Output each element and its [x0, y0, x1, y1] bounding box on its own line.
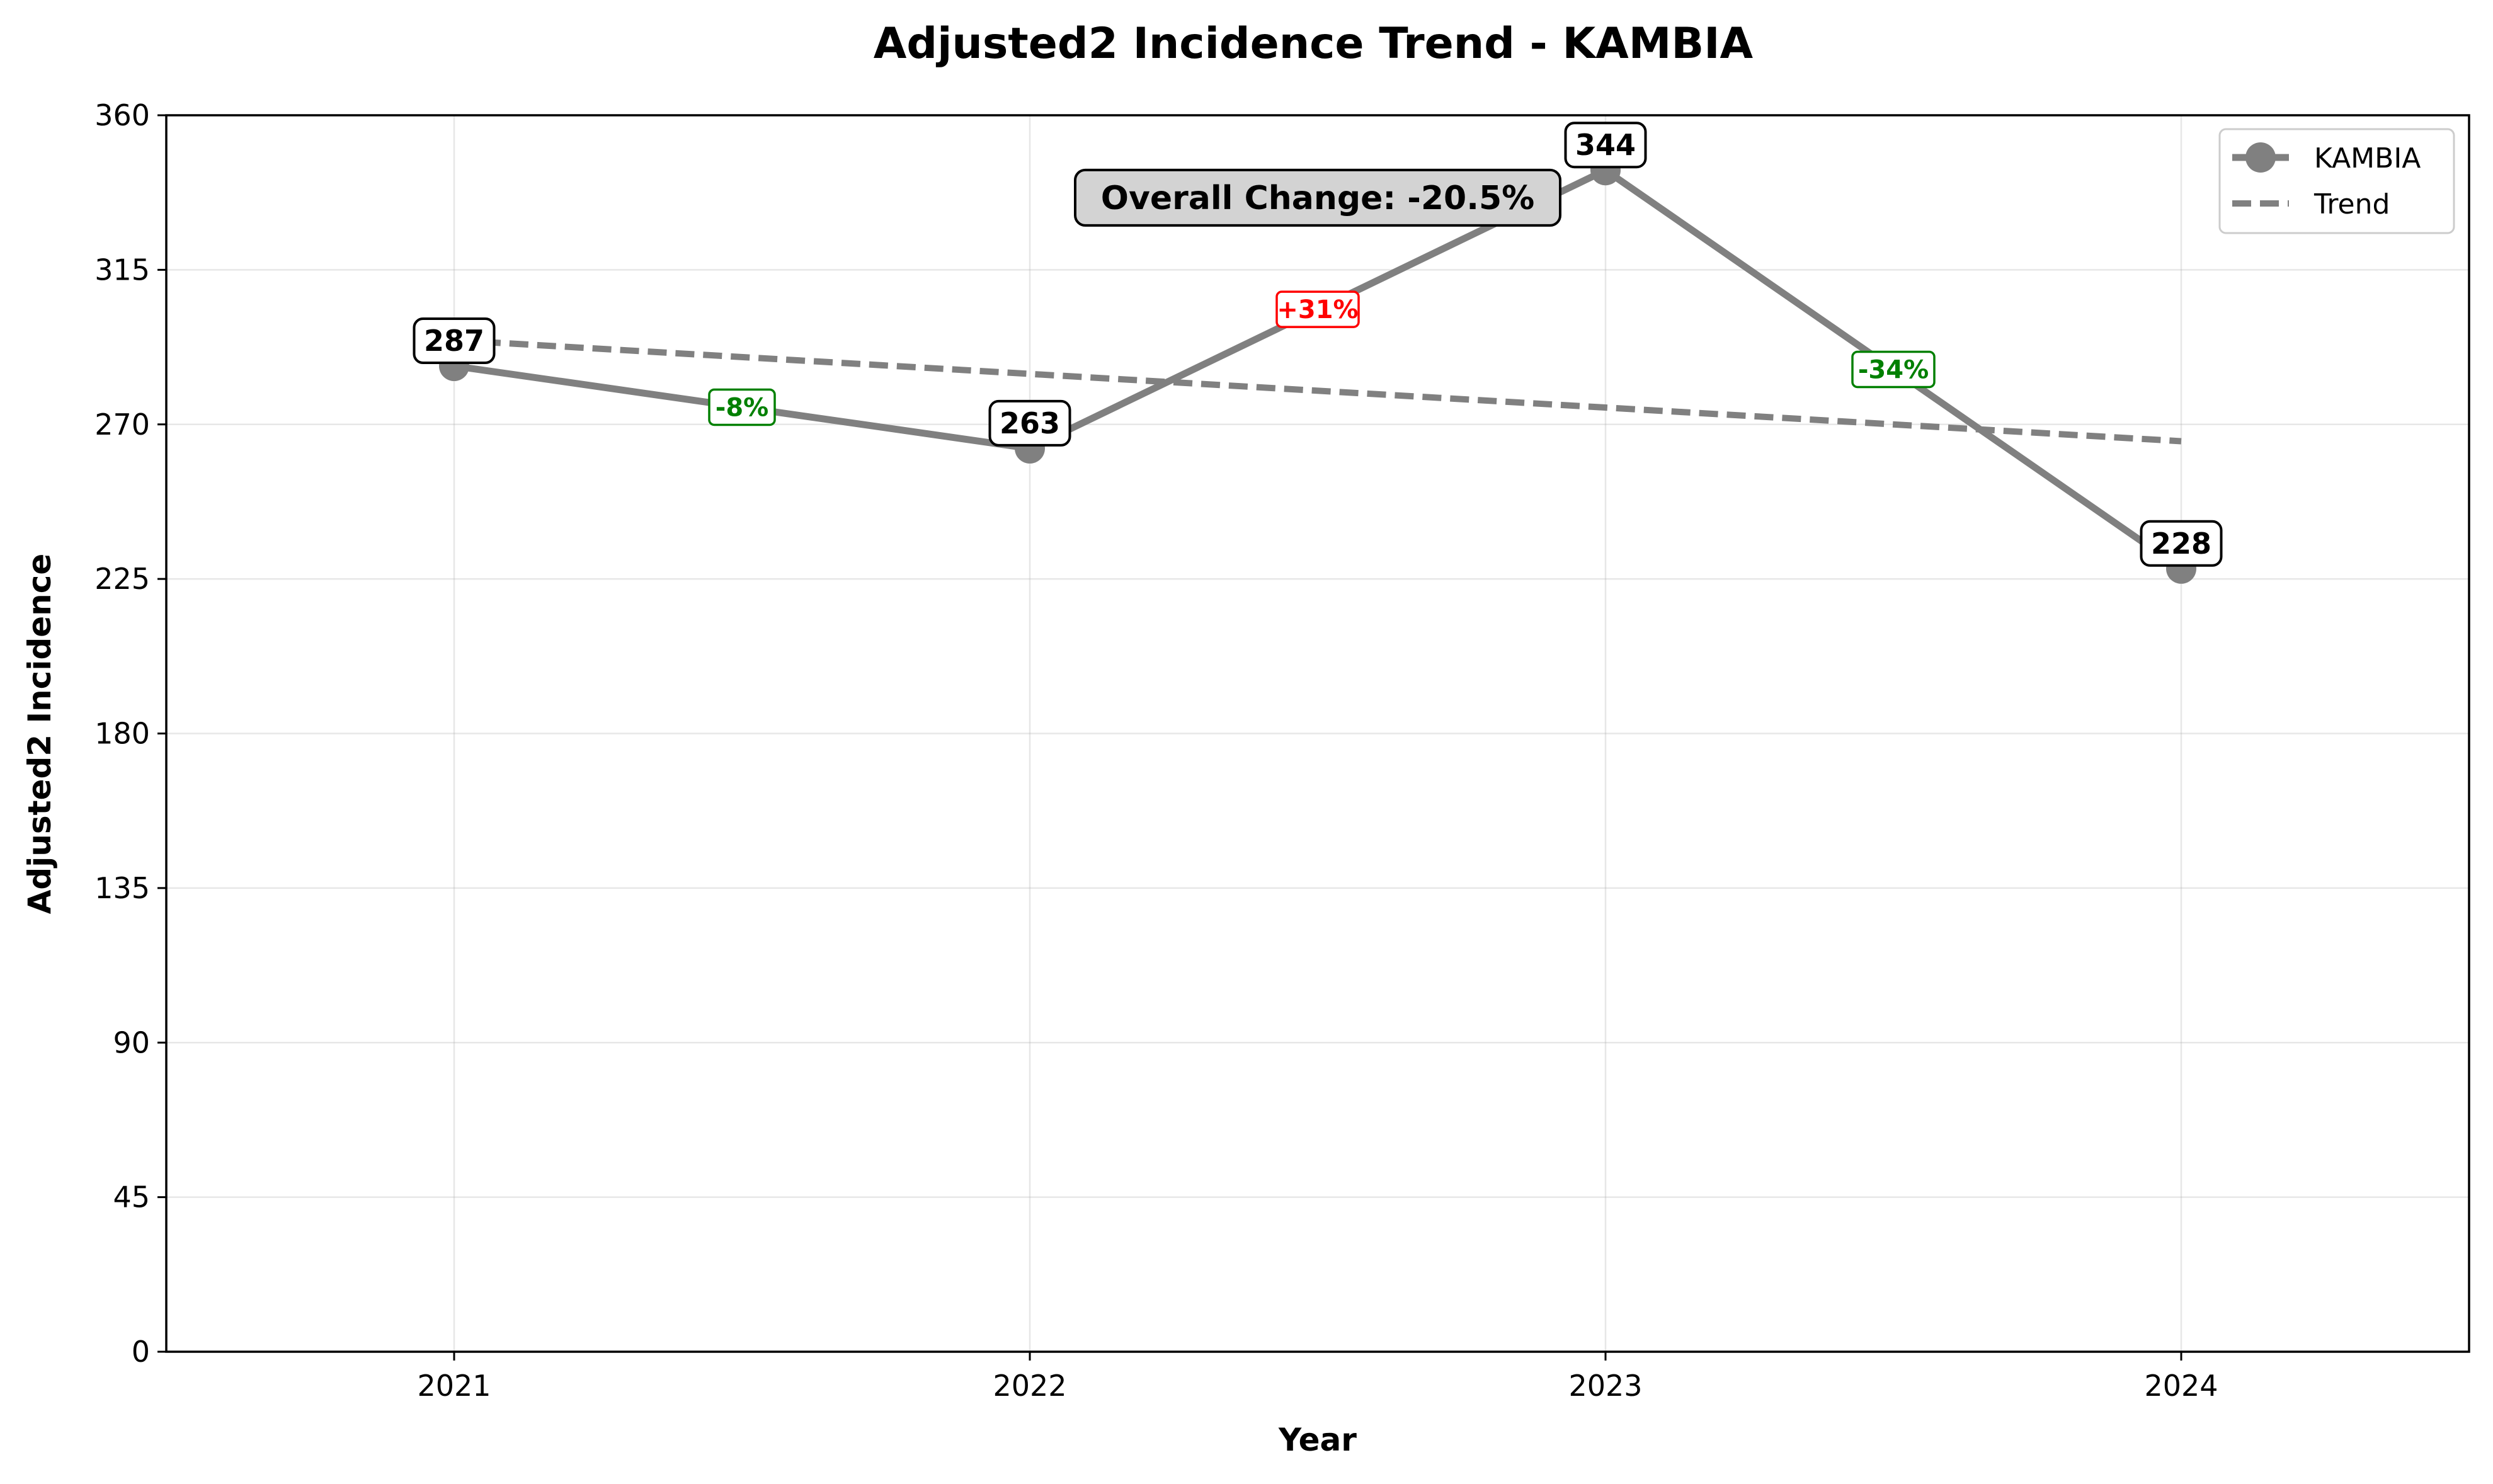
data-labels: 287 263 344 228 [413, 122, 2223, 567]
legend-label-kambia: KAMBIA [2314, 142, 2421, 174]
annotation-box [1074, 168, 1561, 227]
y-tick-label: 315 [94, 253, 150, 287]
data-label: 344 [1575, 128, 1636, 162]
y-tick-label: 0 [132, 1335, 150, 1369]
legend: KAMBIA Trend [2218, 128, 2455, 234]
data-label: 287 [424, 324, 484, 358]
y-tick-label: 225 [94, 562, 150, 596]
trend-line [454, 337, 2182, 445]
overall-change-annotation: Overall Change: -20.5% [1074, 168, 1561, 227]
change-label: -8% [716, 393, 769, 422]
legend-label-trend: Trend [2313, 188, 2390, 220]
change-label-box [1851, 350, 1936, 389]
data-label-box [413, 317, 496, 365]
change-labels: -8% +31% -34% [708, 290, 1936, 426]
y-tick-label: 180 [94, 717, 150, 751]
data-label-box [2140, 520, 2223, 567]
change-label-box [1275, 290, 1360, 328]
x-axis-label: Year [1278, 1422, 1357, 1458]
y-tick-label: 45 [113, 1180, 150, 1214]
x-tick-label: 2022 [993, 1369, 1066, 1403]
data-label-box [1564, 122, 1647, 169]
x-tick-label: 2023 [1568, 1369, 1642, 1403]
legend-marker-kambia [2245, 142, 2276, 173]
x-axis: 2021 2022 2023 2024 [417, 1352, 2218, 1403]
y-axis-label: Adjusted2 Incidence [21, 554, 58, 915]
y-tick-label: 135 [94, 871, 150, 905]
trend-layer [454, 337, 2182, 445]
x-tick-label: 2024 [2144, 1369, 2218, 1403]
y-tick-label: 270 [94, 408, 150, 442]
y-tick-label: 90 [113, 1025, 150, 1059]
y-tick-label: 360 [94, 98, 150, 132]
data-label: 228 [2151, 527, 2211, 561]
change-label: -34% [1858, 356, 1929, 385]
change-label: +31% [1277, 295, 1358, 324]
y-axis: 0 45 90 135 180 225 270 315 360 [94, 98, 166, 1369]
annotation-text: Overall Change: -20.5% [1101, 180, 1535, 217]
data-label: 263 [1000, 406, 1060, 440]
chart-title: Adjusted2 Incidence Trend - KAMBIA [874, 19, 1754, 69]
change-label-box [708, 388, 776, 426]
x-tick-label: 2021 [417, 1369, 491, 1403]
data-label-box [988, 399, 1071, 447]
